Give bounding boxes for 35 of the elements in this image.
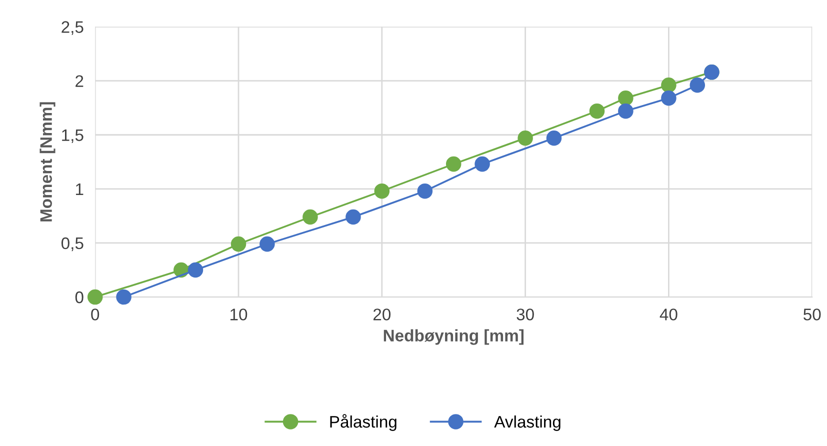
point <box>417 183 433 199</box>
legend-label: Pålasting <box>330 414 396 431</box>
y-tick-label: 0 <box>75 291 84 304</box>
point <box>446 156 462 172</box>
x-tick-label: 20 <box>373 308 391 320</box>
point <box>230 236 246 252</box>
point <box>546 130 562 146</box>
point <box>618 103 634 119</box>
point <box>690 78 706 93</box>
point <box>661 78 676 93</box>
y-tick-label: 2,5 <box>62 21 84 35</box>
y-tick-label: 1 <box>76 184 84 195</box>
y-tick-label: 0,5 <box>61 237 84 252</box>
point <box>346 209 361 225</box>
point <box>116 289 132 305</box>
y-tick-label: 2 <box>76 75 84 87</box>
y-axis-title: Moment [Nmm] <box>40 102 56 222</box>
x-tick-label: 50 <box>804 308 821 320</box>
legend-label: Avlasting <box>494 415 560 431</box>
y-tick-label: 1,5 <box>62 129 84 144</box>
x-tick-label: 30 <box>516 308 534 320</box>
point <box>374 183 390 199</box>
point <box>589 103 605 119</box>
point <box>518 130 533 146</box>
x-tick-label: 40 <box>660 308 678 320</box>
point <box>661 90 676 106</box>
point <box>302 209 318 225</box>
x-tick-label: 0 <box>91 308 100 320</box>
x-axis-title: Nedbøyning [mm] <box>384 329 524 345</box>
x-tick-label: 10 <box>230 308 248 320</box>
point <box>474 156 490 172</box>
point <box>260 236 275 252</box>
point <box>188 262 204 278</box>
point <box>87 289 103 305</box>
point <box>618 90 634 106</box>
